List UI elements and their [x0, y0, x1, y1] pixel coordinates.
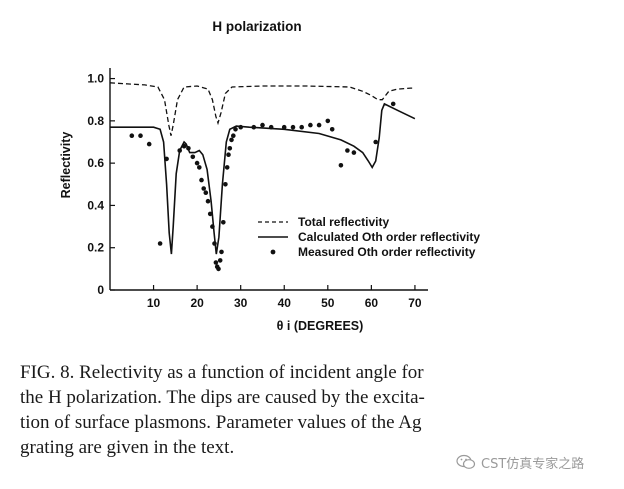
measured-point — [194, 160, 200, 166]
y-tick-label: 0.6 — [87, 156, 104, 170]
measured-point — [223, 182, 228, 187]
measured-point — [216, 266, 221, 272]
x-axis-label: θ i (DEGREES) — [277, 319, 364, 333]
measured-point — [329, 127, 335, 132]
measured-point — [146, 141, 152, 147]
measured-point — [308, 122, 313, 128]
measured-point — [207, 211, 213, 217]
wechat-icon — [456, 454, 476, 469]
x-tick-label: 30 — [234, 296, 248, 310]
measured-point — [345, 148, 350, 153]
measured-point — [390, 101, 396, 107]
watermark: CST仿真专家之路 — [456, 451, 616, 473]
figure-caption: FIG. 8. Relectivity as a function of inc… — [20, 360, 580, 460]
measured-point — [290, 124, 296, 130]
measured-point — [226, 152, 231, 157]
measured-point — [203, 190, 209, 195]
y-axis-label: Reflectivity — [59, 132, 73, 199]
measured-point — [351, 150, 357, 155]
legend-label: Total reflectivity — [298, 215, 389, 229]
measured-point — [210, 224, 215, 229]
measured-point — [212, 241, 217, 246]
measured-point — [221, 220, 226, 225]
plot-area — [109, 82, 416, 272]
measured-point — [224, 165, 230, 170]
y-tick-label: 0.2 — [87, 241, 104, 255]
caption-line-1: FIG. 8. Relectivity as a function of inc… — [20, 362, 424, 383]
measured-point — [260, 122, 265, 128]
x-tick-label: 40 — [278, 296, 292, 310]
measured-point — [199, 177, 204, 183]
measured-point — [197, 165, 202, 170]
series-total-reflectivity — [109, 82, 415, 136]
legend-swatch-measured — [270, 249, 276, 255]
measured-point — [233, 127, 238, 132]
y-tick-label: 0 — [97, 283, 104, 297]
measured-point — [338, 163, 344, 168]
axes: 10 20 30 40 50 60 70 0 0.2 0.4 0.6 0.8 1.0 — [87, 68, 428, 310]
measured-point — [217, 258, 223, 263]
measured-point — [251, 124, 257, 130]
measured-point — [373, 139, 379, 145]
x-tick-label: 70 — [408, 296, 422, 310]
measured-point — [201, 186, 206, 191]
watermark-text: CST仿真专家之路 — [481, 456, 585, 472]
measured-point — [177, 148, 182, 153]
measured-point — [219, 249, 224, 255]
measured-point — [190, 154, 196, 160]
caption-line-3: tion of surface plasmons. Parameter valu… — [20, 412, 422, 433]
measured-point — [157, 241, 163, 246]
measured-point — [229, 137, 234, 143]
y-tick-label: 1.0 — [87, 72, 104, 86]
measured-point — [268, 124, 274, 130]
x-tick-label: 60 — [365, 296, 379, 310]
measured-point — [213, 260, 219, 265]
measured-point — [181, 143, 187, 149]
x-tick-label: 10 — [147, 296, 161, 310]
measured-point — [227, 146, 233, 151]
reflectivity-chart: H polarization Reflectivity θ i (DEGREES… — [59, 19, 480, 333]
measured-point — [316, 122, 322, 128]
legend-label: Calculated Oth order reflectivity — [298, 230, 480, 244]
legend-label: Measured Oth order reflectivity — [298, 245, 476, 259]
measured-point — [164, 156, 169, 162]
measured-point — [281, 124, 287, 130]
measured-point — [129, 133, 135, 138]
y-tick-label: 0.4 — [87, 198, 104, 212]
chart-title: H polarization — [212, 19, 301, 34]
measured-point — [138, 133, 143, 138]
measured-point — [325, 118, 331, 124]
measured-point — [238, 124, 243, 130]
measured-point — [186, 146, 191, 151]
y-tick-label: 0.8 — [87, 114, 104, 128]
measured-point — [205, 198, 211, 204]
measured-point — [231, 133, 236, 138]
caption-line-2: the H polarization. The dips are caused … — [20, 387, 425, 408]
x-tick-label: 20 — [190, 296, 204, 310]
measured-point — [299, 124, 305, 130]
x-tick-label: 50 — [321, 296, 335, 310]
caption-line-4: grating are given in the text. — [20, 437, 235, 458]
